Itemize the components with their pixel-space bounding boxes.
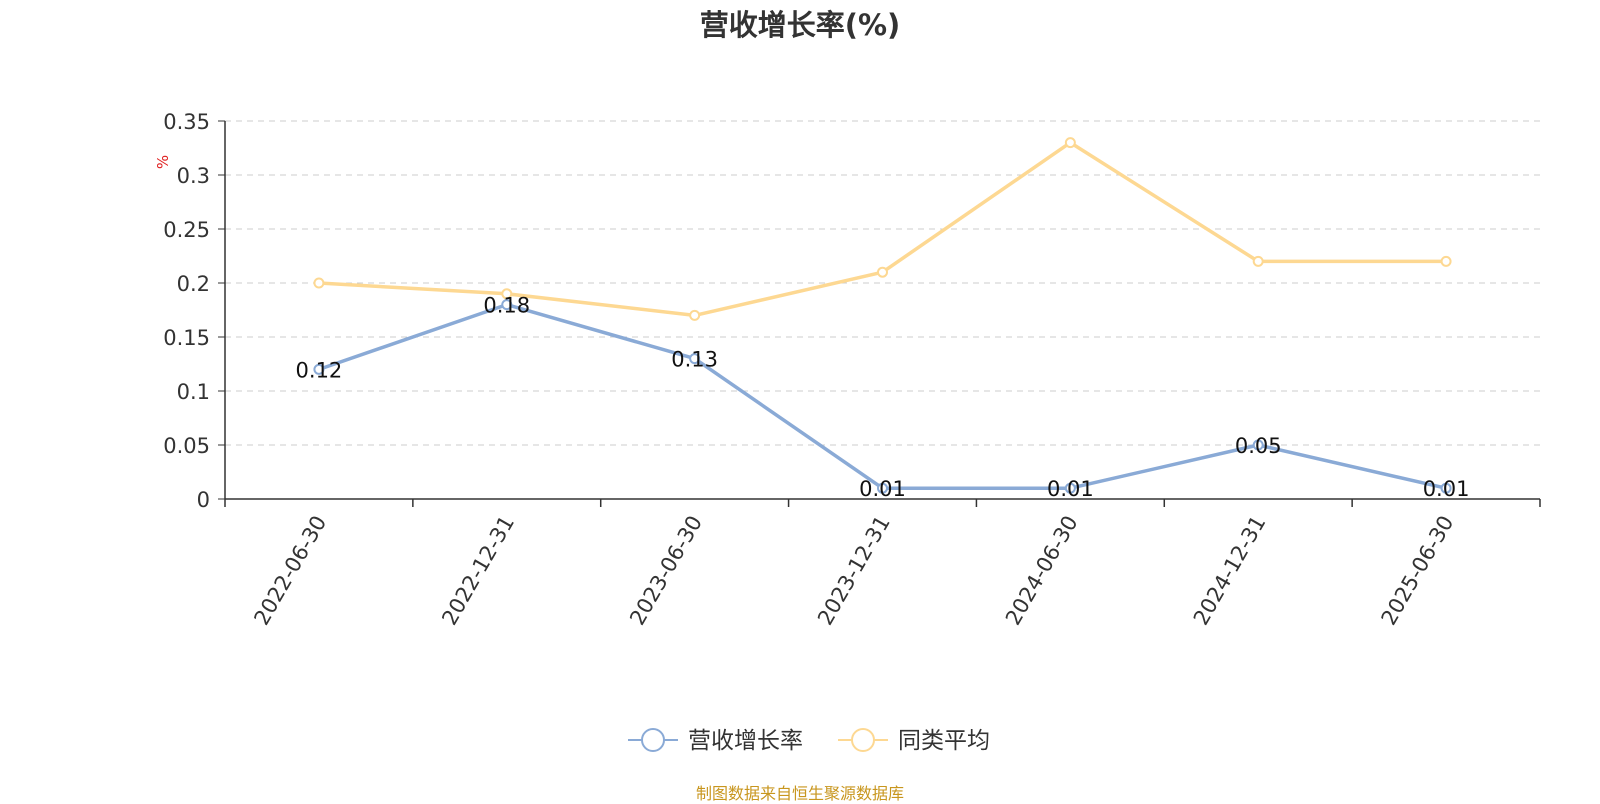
data-point bbox=[1440, 255, 1452, 267]
data-point bbox=[501, 288, 513, 300]
data-label: 0.01 bbox=[1423, 477, 1470, 501]
y-tick-label: 0.25 bbox=[163, 218, 210, 242]
data-label: 0.18 bbox=[483, 294, 530, 318]
series-line-1 bbox=[317, 140, 1448, 318]
x-tick-label: 2023-06-30 bbox=[625, 512, 707, 630]
data-label: 0.01 bbox=[1047, 477, 1094, 501]
data-point bbox=[877, 482, 888, 494]
x-tick-label: 2022-06-30 bbox=[249, 512, 331, 630]
y-tick-label: 0.35 bbox=[163, 110, 210, 134]
y-tick-label: 0.05 bbox=[163, 434, 210, 458]
data-point bbox=[1064, 482, 1076, 494]
data-point bbox=[689, 309, 701, 321]
data-label: 0.01 bbox=[859, 477, 906, 501]
data-point bbox=[313, 277, 325, 289]
legend: 营收增长率 同类平均 bbox=[628, 728, 990, 754]
grid-lines bbox=[225, 120, 1540, 446]
x-tick-label: 2022-12-31 bbox=[437, 512, 519, 630]
y-tick-label: 0 bbox=[197, 488, 210, 512]
legend-swatch-marker bbox=[851, 728, 875, 752]
data-point bbox=[501, 299, 513, 311]
legend-label: 营收增长率 bbox=[688, 728, 803, 754]
x-tick-label: 2024-06-30 bbox=[1001, 512, 1083, 630]
data-point bbox=[689, 353, 701, 365]
data-point bbox=[1064, 137, 1076, 149]
data-point bbox=[1252, 255, 1264, 267]
data-label: 0.13 bbox=[671, 348, 718, 372]
x-tick-label: 2024-12-31 bbox=[1189, 512, 1271, 630]
chart-title: 营收增长率(%) bbox=[699, 8, 901, 42]
series-line-0 bbox=[317, 302, 1448, 490]
y-tick-label: 0.3 bbox=[177, 164, 210, 188]
data-point bbox=[313, 363, 325, 375]
legend-swatch-marker bbox=[641, 728, 665, 752]
data-point bbox=[1252, 439, 1264, 451]
data-label: 0.12 bbox=[296, 358, 343, 382]
data-point bbox=[1440, 482, 1452, 494]
source-note: 制图数据来自恒生聚源数据库 bbox=[695, 784, 904, 803]
series bbox=[313, 137, 1452, 494]
y-axis-label: % bbox=[154, 155, 172, 169]
y-tick-label: 0.15 bbox=[163, 326, 210, 350]
data-label: 0.05 bbox=[1235, 434, 1282, 458]
x-tick-label: 2025-06-30 bbox=[1377, 512, 1459, 630]
axes: 0 0.05 0.1 0.15 0.2 0.25 0.3 0.35% 2022-06-30 202… bbox=[154, 110, 1541, 630]
data-labels: 0.12 0.18 0.13 0.01 0.01 0.05 0.01 bbox=[296, 294, 1470, 502]
x-tick-label: 2023-12-31 bbox=[813, 512, 895, 630]
y-tick-label: 0.2 bbox=[177, 272, 210, 296]
data-point bbox=[877, 266, 888, 278]
legend-label: 同类平均 bbox=[898, 728, 990, 754]
y-tick-label: 0.1 bbox=[177, 380, 210, 404]
